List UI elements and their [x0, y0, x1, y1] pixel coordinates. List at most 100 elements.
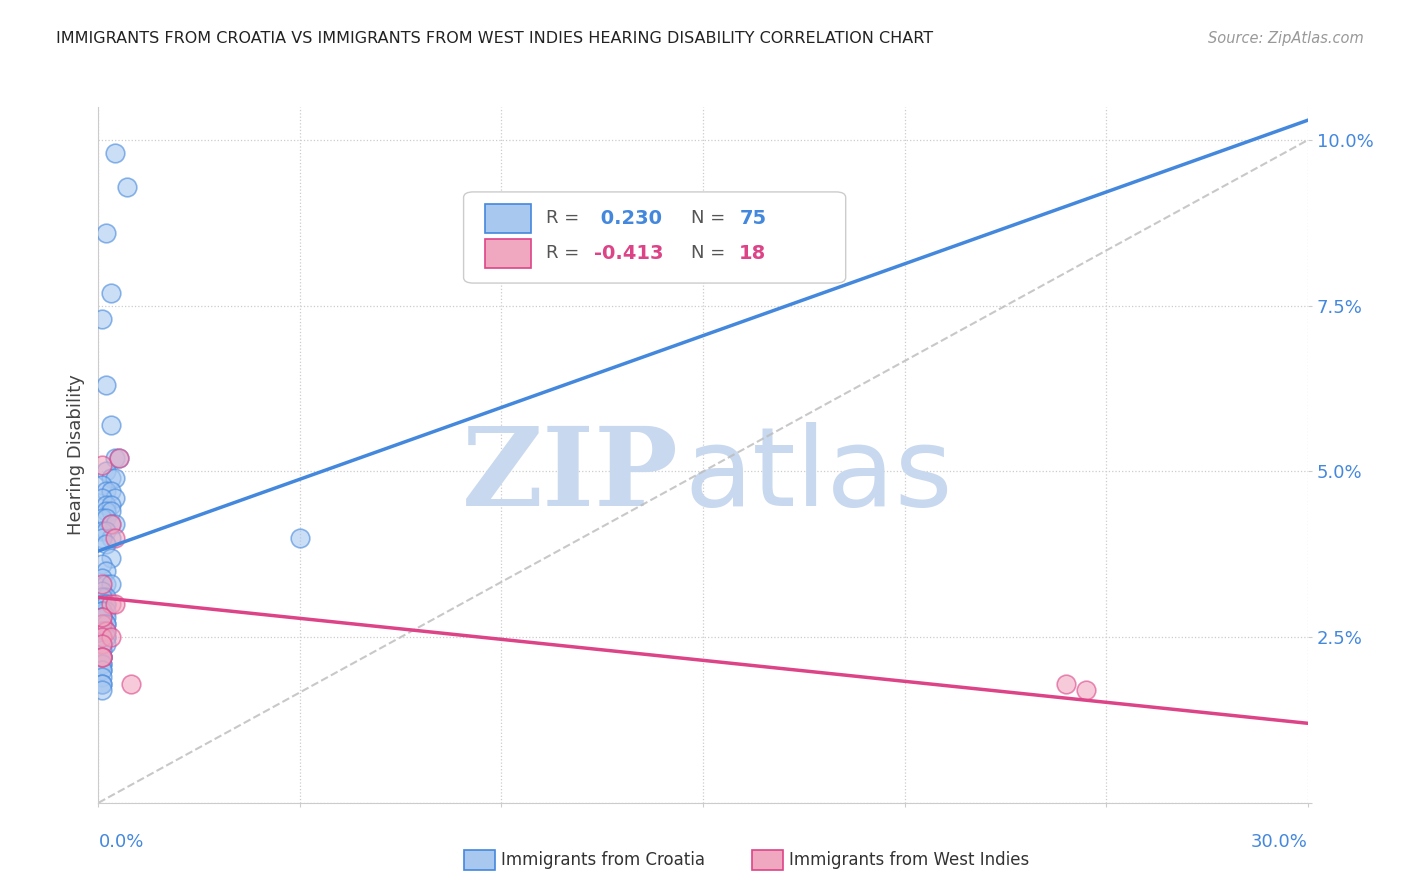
- Point: [91, 610, 114, 624]
- Point: [91, 657, 114, 671]
- Point: [91, 630, 114, 644]
- Point: [96, 597, 118, 611]
- Point: [91, 558, 114, 572]
- Text: Immigrants from West Indies: Immigrants from West Indies: [789, 851, 1029, 869]
- Point: [91, 663, 114, 677]
- Point: [91, 583, 114, 598]
- Text: ZIP: ZIP: [463, 422, 679, 529]
- FancyBboxPatch shape: [464, 192, 845, 283]
- Text: -0.413: -0.413: [595, 244, 664, 262]
- Point: [91, 650, 114, 665]
- Point: [96, 465, 118, 479]
- Point: [91, 650, 114, 665]
- Text: N =: N =: [690, 244, 731, 262]
- Point: [103, 531, 125, 545]
- Point: [103, 517, 125, 532]
- Point: [91, 610, 114, 624]
- Point: [91, 511, 114, 525]
- Text: 0.0%: 0.0%: [98, 833, 143, 851]
- Point: [96, 630, 118, 644]
- Point: [91, 643, 114, 657]
- Point: [91, 624, 114, 638]
- Text: 30.0%: 30.0%: [1251, 833, 1308, 851]
- Point: [91, 312, 114, 326]
- Point: [96, 637, 118, 651]
- Text: R =: R =: [546, 210, 585, 227]
- Point: [91, 577, 114, 591]
- Point: [91, 650, 114, 665]
- Point: [96, 504, 118, 518]
- Point: [100, 484, 122, 499]
- Point: [100, 471, 122, 485]
- Text: Immigrants from Croatia: Immigrants from Croatia: [501, 851, 704, 869]
- Point: [96, 616, 118, 631]
- Point: [91, 637, 114, 651]
- Text: 75: 75: [740, 209, 766, 227]
- Point: [100, 498, 122, 512]
- Point: [91, 491, 114, 505]
- Point: [91, 591, 114, 605]
- Point: [96, 498, 118, 512]
- Point: [100, 517, 122, 532]
- Point: [96, 484, 118, 499]
- Point: [91, 570, 114, 584]
- Point: [103, 491, 125, 505]
- Text: R =: R =: [546, 244, 585, 262]
- Point: [91, 663, 114, 677]
- Point: [1074, 683, 1097, 698]
- Point: [96, 624, 118, 638]
- Point: [91, 650, 114, 665]
- Point: [91, 650, 114, 665]
- Point: [91, 458, 114, 472]
- Point: [96, 624, 118, 638]
- Point: [288, 531, 311, 545]
- Point: [100, 285, 122, 300]
- Point: [103, 471, 125, 485]
- Point: [91, 524, 114, 538]
- Point: [96, 511, 118, 525]
- Point: [96, 378, 118, 392]
- Bar: [485, 203, 531, 233]
- Point: [107, 451, 129, 466]
- Point: [91, 683, 114, 698]
- Point: [120, 676, 142, 690]
- Point: [91, 477, 114, 491]
- Point: [96, 630, 118, 644]
- Point: [103, 451, 125, 466]
- Point: [96, 591, 118, 605]
- Point: [96, 537, 118, 551]
- Point: [103, 597, 125, 611]
- Point: [96, 610, 118, 624]
- Text: 18: 18: [740, 244, 766, 262]
- Point: [91, 637, 114, 651]
- Text: 0.230: 0.230: [595, 209, 662, 227]
- Text: N =: N =: [690, 210, 731, 227]
- Point: [100, 630, 122, 644]
- Point: [91, 610, 114, 624]
- Y-axis label: Hearing Disability: Hearing Disability: [66, 375, 84, 535]
- Point: [91, 624, 114, 638]
- Point: [91, 676, 114, 690]
- Point: [96, 616, 118, 631]
- Point: [91, 630, 114, 644]
- Point: [91, 630, 114, 644]
- Point: [100, 418, 122, 433]
- Text: Source: ZipAtlas.com: Source: ZipAtlas.com: [1208, 31, 1364, 46]
- Point: [107, 451, 129, 466]
- Point: [100, 577, 122, 591]
- Point: [96, 577, 118, 591]
- Point: [96, 524, 118, 538]
- Point: [91, 604, 114, 618]
- Point: [91, 657, 114, 671]
- Point: [91, 597, 114, 611]
- Point: [470, 212, 492, 227]
- Point: [96, 564, 118, 578]
- Point: [91, 670, 114, 684]
- Point: [115, 179, 138, 194]
- Point: [91, 604, 114, 618]
- Text: IMMIGRANTS FROM CROATIA VS IMMIGRANTS FROM WEST INDIES HEARING DISABILITY CORREL: IMMIGRANTS FROM CROATIA VS IMMIGRANTS FR…: [56, 31, 934, 46]
- Point: [100, 531, 122, 545]
- Point: [96, 597, 118, 611]
- Point: [100, 597, 122, 611]
- Point: [91, 616, 114, 631]
